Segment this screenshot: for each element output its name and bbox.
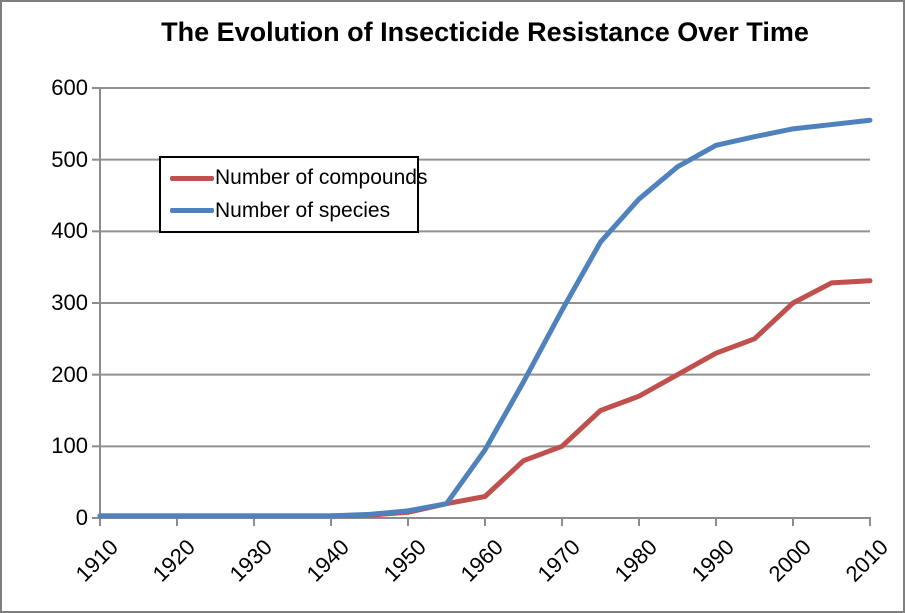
legend-item-compounds: Number of compounds (170, 166, 427, 190)
y-tick-label: 200 (51, 361, 88, 387)
legend-label-species: Number of species (215, 198, 391, 222)
number-of-species-line (97, 117, 873, 519)
legend: Number of compounds Number of species (159, 156, 427, 233)
legend-label-compounds: Number of compounds (215, 166, 428, 190)
y-tick-label: 400 (51, 218, 88, 244)
y-tick-label: 500 (51, 146, 88, 172)
y-tick-label: 300 (51, 290, 88, 315)
y-tick-label: 600 (51, 75, 88, 100)
y-tick-label: 100 (51, 433, 88, 459)
species-line-swatch (170, 208, 214, 214)
number-of-compounds-line (97, 278, 873, 519)
chart-title: The Evolution of Insecticide Resistance … (161, 17, 809, 47)
compounds-line-swatch (170, 175, 214, 181)
y-tick-label: 0 (75, 505, 88, 530)
legend-item-species: Number of species (170, 199, 417, 223)
